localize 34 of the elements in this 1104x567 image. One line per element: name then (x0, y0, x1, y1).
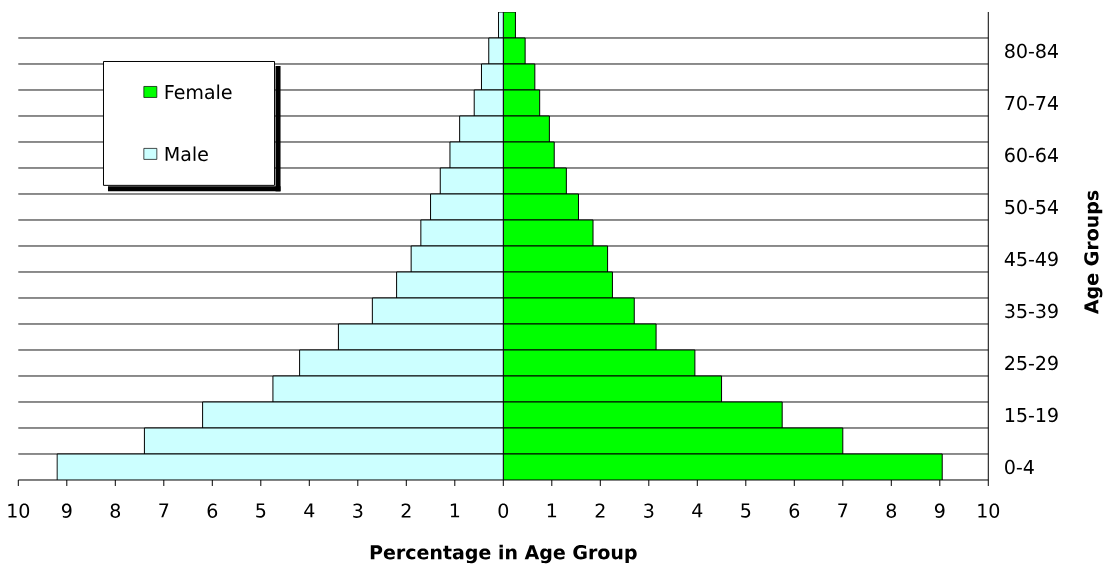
x-tick-label: 1 (547, 503, 557, 518)
legend-label: Male (165, 146, 208, 162)
legend-label: Female (165, 84, 232, 100)
x-tick-label: 3 (353, 503, 363, 518)
y-tick-label: 25-29 (1005, 355, 1058, 371)
x-tick-label: 8 (886, 503, 897, 518)
x-tick-label: 6 (207, 503, 218, 518)
x-tick-label: 7 (159, 503, 169, 518)
x-tick-label: 9 (61, 503, 72, 518)
y-tick-label: 80-84 (1005, 43, 1058, 59)
x-tick-label: 3 (644, 503, 654, 518)
y-tick-label: 60-64 (1005, 147, 1058, 163)
y-tick-label: 45-49 (1004, 251, 1058, 267)
y-axis-title: Age Groups (1084, 190, 1103, 315)
x-tick-label: 7 (838, 503, 848, 518)
x-tick-label: 1 (450, 503, 460, 518)
x-tick-label: 6 (789, 503, 800, 518)
x-tick-label: 5 (256, 503, 266, 518)
y-tick-label: 50-54 (1005, 199, 1058, 215)
x-tick-label: 4 (692, 503, 703, 518)
y-tick-label: 35-39 (1005, 303, 1058, 319)
x-tick-label: 2 (401, 503, 411, 518)
y-tick-label: 15-19 (1005, 407, 1058, 423)
x-tick-label: 4 (304, 503, 315, 518)
x-tick-label: 5 (741, 503, 751, 518)
x-tick-label: 0 (498, 503, 509, 518)
y-tick-label: 70-74 (1005, 95, 1058, 111)
x-tick-label: 10 (8, 503, 30, 518)
x-axis-title: Percentage in Age Group (370, 544, 637, 564)
x-tick-label: 9 (934, 503, 945, 518)
x-tick-label: 10 (978, 503, 1000, 518)
y-tick-label: 0-4 (1005, 459, 1034, 475)
x-tick-label: 2 (595, 503, 605, 518)
x-tick-label: 8 (110, 503, 121, 518)
